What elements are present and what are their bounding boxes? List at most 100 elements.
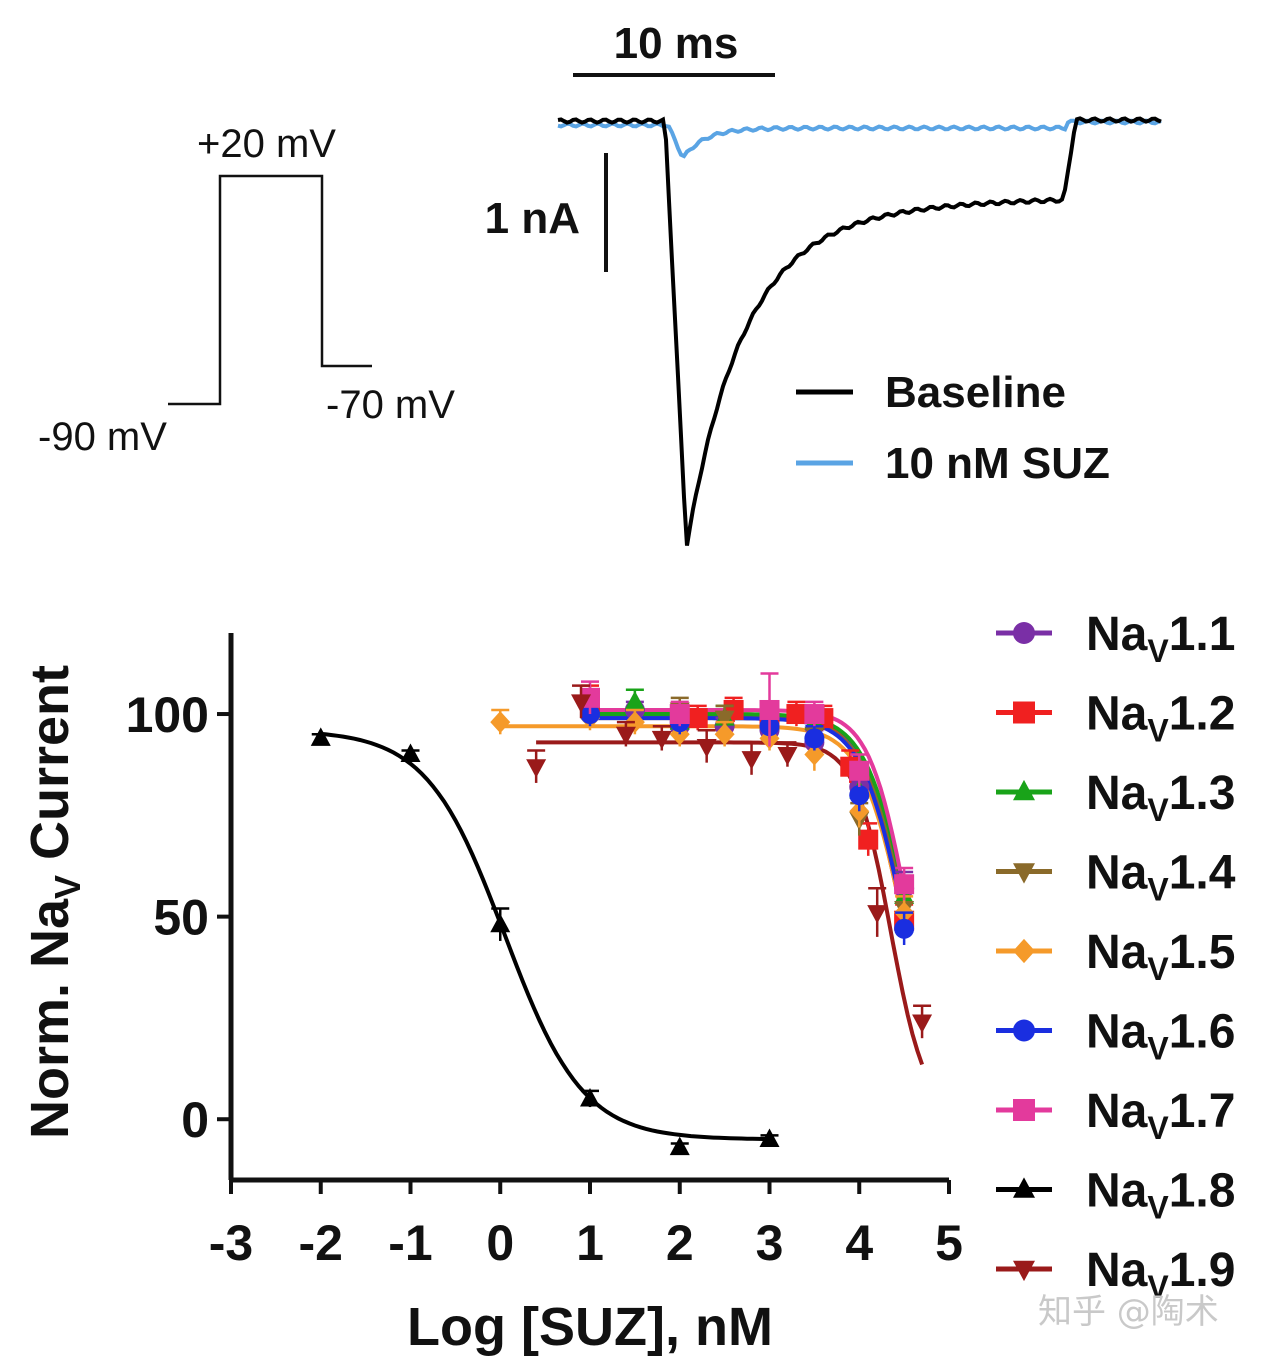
y-tick-label: 100 — [126, 687, 209, 743]
legend-label-number: 1.2 — [1169, 688, 1236, 741]
data-point — [714, 723, 735, 746]
legend-label: NaV1.2 — [1086, 688, 1235, 749]
legend-marker — [1013, 863, 1035, 884]
data-point — [624, 690, 645, 710]
chart-axes: 0 50 100 -3 -2 -1 0 1 2 3 4 5 — [126, 633, 963, 1271]
holding-voltage-label: -90 mV — [38, 415, 167, 459]
x-tick-label: 5 — [935, 1215, 963, 1271]
data-point — [741, 751, 762, 770]
legend-label-prefix: Na — [1086, 767, 1148, 820]
data-point — [759, 699, 780, 720]
legend-label-number: 1.5 — [1169, 926, 1236, 979]
chart-legend: NaV1.1NaV1.2NaV1.3NaV1.4NaV1.5NaV1.6NaV1… — [996, 608, 1236, 1305]
legend-label-sub: V — [1147, 951, 1169, 987]
legend-label-number: 1.7 — [1169, 1085, 1236, 1138]
fit-curve — [500, 724, 907, 924]
y-axis-label-tail: Current — [20, 665, 80, 875]
data-point — [651, 730, 672, 750]
legend-label-sub: V — [1147, 713, 1169, 749]
voltage-protocol: +20 mV -90 mV -70 mV — [38, 122, 455, 459]
baseline-current-trace — [557, 116, 1162, 546]
baseline-legend-label: Baseline — [885, 368, 1066, 417]
x-tick-label: 0 — [486, 1215, 514, 1271]
fit-curves — [320, 708, 924, 1141]
return-voltage-label: -70 mV — [326, 383, 455, 427]
legend-marker — [1013, 1019, 1035, 1042]
legend-label-prefix: Na — [1086, 847, 1148, 900]
legend-label-number: 1.3 — [1169, 767, 1236, 820]
data-point — [804, 728, 825, 749]
legend-label: NaV1.6 — [1086, 1006, 1235, 1067]
suz-legend-label: 10 nM SUZ — [885, 439, 1110, 488]
legend-label-prefix: Na — [1086, 1006, 1148, 1059]
current-trace-panel: 10 ms 1 nA Baseline 10 nM SUZ — [485, 19, 1162, 546]
trace-legend: Baseline 10 nM SUZ — [796, 368, 1110, 488]
y-tick-label: 50 — [153, 890, 209, 946]
legend-label: NaV1.9 — [1086, 1244, 1235, 1305]
voltage-step-trace — [168, 174, 372, 406]
x-axis-label: Log [SUZ], nM — [407, 1297, 773, 1357]
data-point — [669, 1136, 690, 1156]
legend-label-prefix: Na — [1086, 1244, 1148, 1297]
legend-marker — [1013, 1177, 1035, 1198]
data-point — [849, 760, 870, 781]
data-point — [759, 1128, 780, 1147]
data-point — [867, 905, 888, 924]
legend-label: NaV1.4 — [1086, 847, 1236, 908]
data-point — [310, 727, 331, 746]
legend-label-sub: V — [1147, 1110, 1169, 1146]
data-point — [894, 918, 915, 939]
legend-marker — [1013, 701, 1035, 724]
y-axis-label-main: Norm. Na — [20, 898, 80, 1139]
y-tick-label: 0 — [181, 1092, 209, 1148]
data-point — [912, 1014, 933, 1033]
legend-label-prefix: Na — [1086, 608, 1148, 661]
data-point — [696, 738, 717, 758]
time-scale-label: 10 ms — [614, 19, 739, 68]
data-point — [714, 710, 735, 730]
legend-label-number: 1.8 — [1169, 1165, 1236, 1218]
legend-marker — [1013, 779, 1035, 801]
x-tick-label: 1 — [576, 1215, 604, 1271]
legend-label: NaV1.7 — [1086, 1085, 1235, 1146]
legend-label-sub: V — [1147, 1031, 1169, 1067]
legend-label: NaV1.8 — [1086, 1165, 1235, 1226]
data-point — [786, 704, 807, 725]
x-tick-label: 4 — [845, 1215, 873, 1271]
legend-label-sub: V — [1147, 1269, 1169, 1305]
data-point — [804, 704, 825, 725]
y-axis-label: Norm. NaV Current — [20, 665, 88, 1139]
legend-label-sub: V — [1147, 872, 1169, 908]
legend-label: NaV1.3 — [1086, 767, 1235, 828]
legend-label-sub: V — [1147, 633, 1169, 669]
data-point — [490, 913, 511, 933]
legend-label-prefix: Na — [1086, 1085, 1148, 1138]
data-point — [400, 743, 421, 763]
data-point — [571, 694, 592, 713]
data-point — [858, 829, 879, 850]
x-tick-label: -1 — [388, 1215, 432, 1271]
fit-curve — [320, 731, 770, 1141]
data-point — [580, 1087, 600, 1107]
current-scale-label: 1 nA — [485, 194, 580, 243]
legend-label-sub: V — [1147, 1190, 1169, 1226]
data-point — [804, 743, 825, 766]
data-point — [687, 708, 708, 729]
x-tick-label: 3 — [756, 1215, 784, 1271]
x-tick-label: -3 — [209, 1215, 253, 1271]
data-points — [310, 672, 933, 1156]
legend-label: NaV1.5 — [1086, 926, 1235, 987]
data-point — [777, 747, 798, 766]
legend-label-prefix: Na — [1086, 926, 1148, 979]
data-point — [849, 785, 870, 806]
legend-label-prefix: Na — [1086, 1165, 1148, 1218]
data-point — [669, 704, 690, 725]
legend-label-number: 1.6 — [1169, 1006, 1236, 1059]
x-tick-label: -2 — [299, 1215, 343, 1271]
legend-marker — [1013, 1099, 1035, 1121]
watermark: 知乎 @陶术 — [1038, 1292, 1219, 1332]
data-point — [615, 726, 636, 746]
legend-label-sub: V — [1147, 792, 1169, 828]
legend-label: NaV1.1 — [1086, 608, 1235, 669]
